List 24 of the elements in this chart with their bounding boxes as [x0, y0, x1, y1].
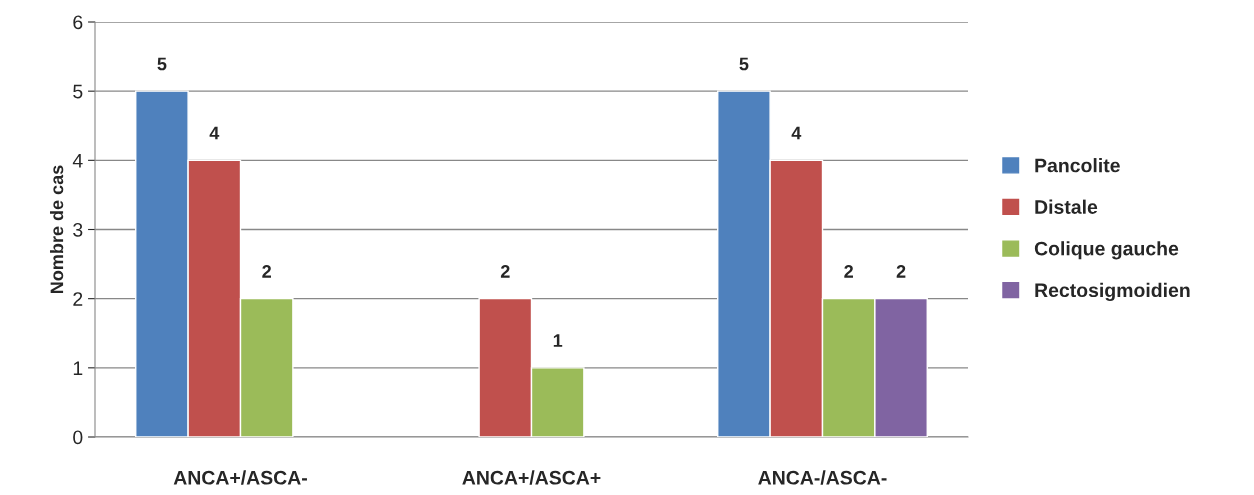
y-tick-label: 1 — [73, 361, 83, 375]
data-label: 2 — [844, 265, 853, 278]
y-tick-label: 0 — [73, 430, 83, 445]
x-tick-label: ANCA+/ASCA+ — [462, 470, 601, 485]
data-label: 2 — [262, 265, 271, 278]
legend-label: Rectosigmoidien — [1035, 282, 1190, 302]
data-label: 4 — [209, 126, 220, 140]
y-tick-label: 2 — [73, 292, 83, 306]
y-tick-label: 3 — [73, 222, 83, 237]
x-tick-label: ANCA-/ASCA- — [758, 470, 887, 485]
y-tick-label: 6 — [73, 15, 83, 30]
legend-label: Distale — [1035, 199, 1098, 214]
y-axis-title: Nombre de cas — [49, 165, 64, 294]
data-label: 5 — [157, 57, 167, 71]
data-label: 4 — [791, 126, 802, 140]
y-tick-label: 4 — [72, 154, 83, 168]
legend-label: Pancolite — [1035, 158, 1120, 173]
data-label: 1 — [553, 334, 563, 347]
data-label: 5 — [739, 57, 749, 71]
y-tick-label: 5 — [73, 84, 83, 99]
data-label: 2 — [500, 265, 510, 278]
x-tick-label: ANCA+/ASCA- — [173, 470, 307, 485]
data-label: 2 — [896, 265, 906, 278]
legend-label: Colique gauche — [1034, 241, 1179, 260]
